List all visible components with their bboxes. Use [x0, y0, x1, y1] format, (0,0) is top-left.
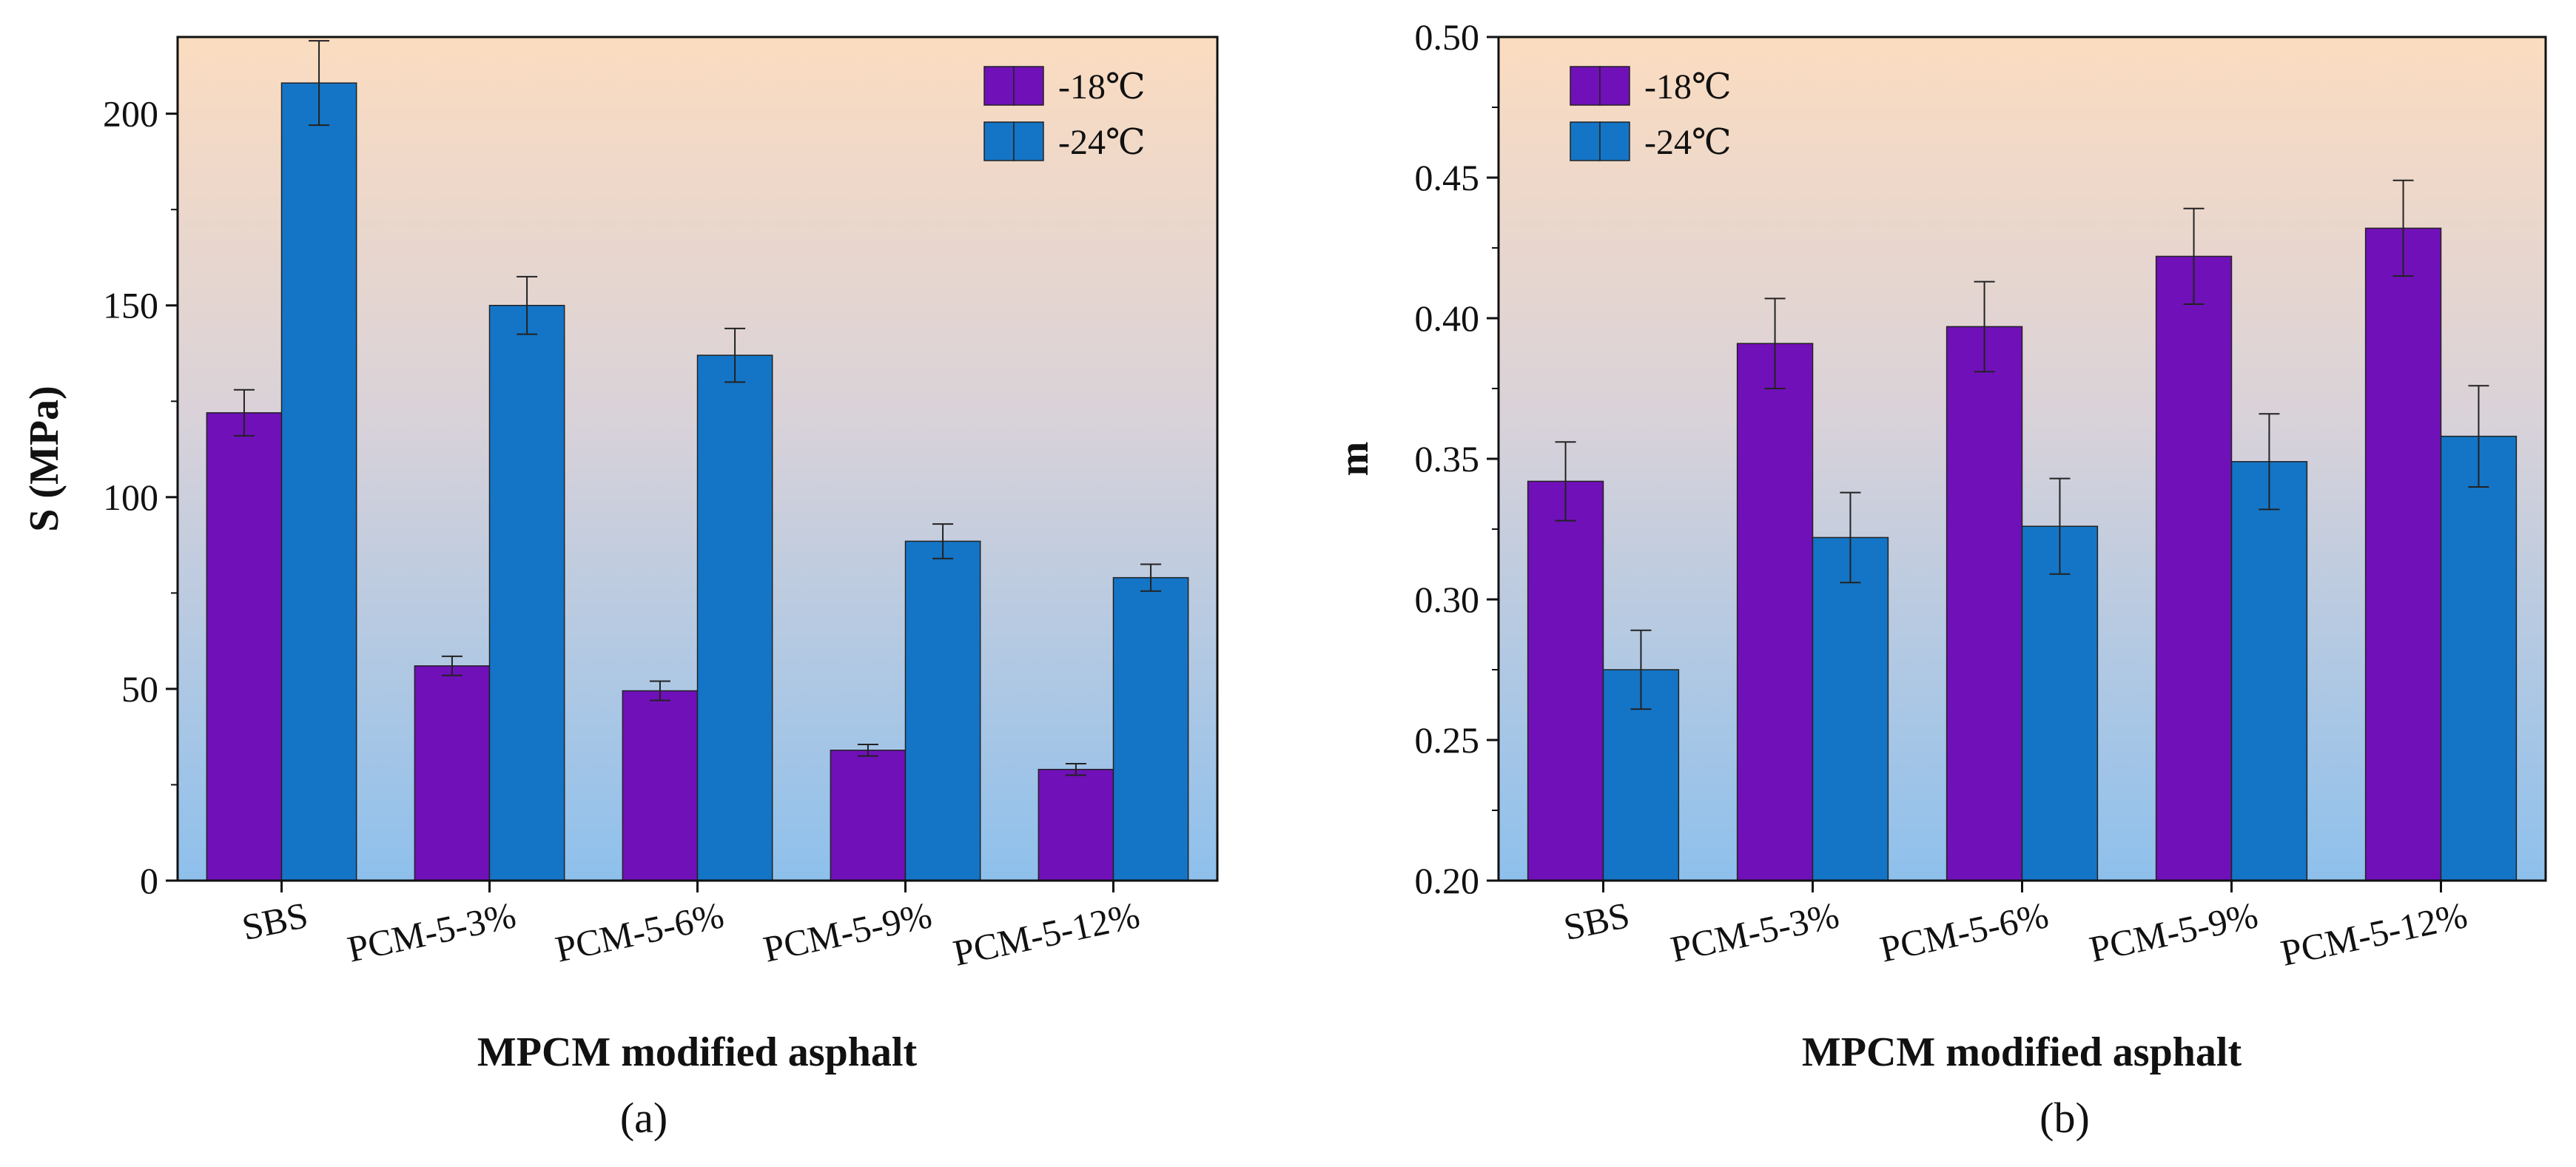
legend-swatch	[1013, 66, 1044, 106]
legend-swatch	[1570, 66, 1601, 106]
legend-label: -18℃	[1644, 67, 1732, 107]
y-axis-b: 0.20 0.25 0.30 0.35 0.40 0.45 0.50	[1415, 16, 1499, 901]
legend-label: -24℃	[1644, 123, 1732, 162]
bar-m24	[1112, 576, 1189, 881]
bar-m18	[1038, 768, 1114, 881]
x-axis-b: SBS PCM-5-3% PCM-5-6% PCM-5-9% PCM-5-12%	[1560, 881, 2471, 974]
bar-m18	[414, 665, 491, 881]
legend-swatch	[1599, 66, 1630, 106]
bars-b	[1527, 179, 2518, 881]
y-tick-label: 150	[103, 285, 158, 326]
panel-label-b: (b)	[2039, 1094, 2090, 1142]
legend-label: -18℃	[1058, 67, 1146, 107]
legend-a: -18℃ -24℃	[983, 66, 1146, 162]
y-tick-label: 50	[121, 668, 158, 710]
x-tick-label: PCM-5-6%	[1877, 894, 2052, 970]
legend-swatch	[1599, 121, 1630, 161]
y-tick-label: 100	[103, 477, 158, 518]
legend-b: -18℃ -24℃	[1570, 66, 1732, 162]
bar-m18	[622, 690, 699, 881]
x-tick-label: SBS	[1560, 894, 1633, 948]
x-tick-label: PCM-5-9%	[2086, 894, 2261, 970]
bar-m18	[1946, 326, 2023, 881]
y-tick-label: 0	[140, 860, 158, 901]
bar-m24	[488, 304, 565, 881]
bar-m18	[1527, 480, 1604, 881]
bar-m24	[280, 82, 357, 881]
y-tick-label: 0.40	[1415, 297, 1480, 339]
y-tick-label: 0.45	[1415, 157, 1480, 198]
x-axis-a: SBS PCM-5-3% PCM-5-6% PCM-5-9% PCM-5-12%	[238, 881, 1143, 974]
y-tick-label: 0.35	[1415, 438, 1480, 480]
y-tick-label: 200	[103, 93, 158, 135]
x-tick-label: SBS	[238, 894, 312, 948]
legend-swatch	[983, 121, 1015, 161]
bar-m24	[2021, 525, 2099, 881]
x-tick-label: PCM-5-3%	[1667, 894, 1843, 970]
bar-m24	[1812, 537, 1889, 881]
legend-swatch	[1570, 121, 1601, 161]
x-tick-label: PCM-5-6%	[552, 894, 727, 970]
y-tick-label: 0.30	[1415, 579, 1480, 620]
panel-label-a: (a)	[620, 1094, 667, 1142]
x-tick-label: PCM-5-12%	[949, 894, 1143, 974]
bar-m18	[206, 412, 283, 881]
y-axis-title-b: m	[1331, 442, 1377, 477]
y-axis-title-a: S (MPa)	[21, 386, 67, 532]
y-tick-label: 0.25	[1415, 719, 1480, 761]
legend-swatch	[983, 66, 1015, 106]
legend-swatch	[1013, 121, 1044, 161]
y-tick-label: 0.20	[1415, 860, 1480, 901]
y-axis-a: 0 50 100 150 200	[103, 93, 178, 901]
bar-m24	[904, 540, 981, 881]
bars-a	[206, 40, 1189, 881]
x-tick-label: PCM-5-9%	[760, 894, 935, 970]
bar-m18	[2364, 227, 2442, 881]
bar-m18	[830, 750, 907, 881]
legend-label: -24℃	[1058, 123, 1146, 162]
x-tick-label: PCM-5-12%	[2277, 894, 2471, 974]
x-axis-title-a: MPCM modified asphalt	[477, 1029, 918, 1075]
panel-b: 0.20 0.25 0.30 0.35 0.40 0.45 0.50 SBS PCM-5-3%…	[1331, 16, 2547, 1142]
bar-m24	[696, 354, 773, 881]
x-axis-title-b: MPCM modified asphalt	[1802, 1029, 2242, 1075]
bar-m18	[2155, 255, 2233, 881]
x-tick-label: PCM-5-3%	[344, 894, 519, 970]
bar-m24	[2440, 435, 2518, 881]
y-tick-label: 0.50	[1415, 16, 1480, 58]
panel-a: 0 50 100 150 200 SBS PCM-5-3% PCM-5-6% PCM-5-9%…	[21, 36, 1219, 1142]
bar-m24	[2230, 461, 2308, 881]
bar-m18	[1736, 343, 1814, 881]
